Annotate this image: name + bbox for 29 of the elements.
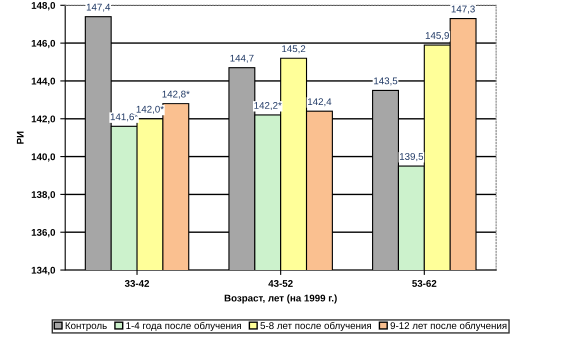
legend-label: 5-8 лет после облучения	[260, 322, 371, 332]
y-tick-label: 146,0	[32, 40, 56, 48]
y-axis-title: РИ	[16, 132, 24, 144]
y-tick-label: 138,0	[32, 191, 56, 200]
y-tick-label: 134,0	[32, 266, 56, 276]
data-label: 142,0*	[136, 106, 164, 114]
y-tick-label: 148,0	[32, 2, 56, 10]
data-label: 139,5	[400, 153, 424, 162]
data-label: 142,8*	[162, 90, 190, 99]
x-tick-label: 33-42	[124, 280, 150, 287]
x-tick-label: 53-62	[412, 280, 436, 287]
legend-label: 1-4 года после облучения	[126, 322, 241, 332]
y-tick-label: 144,0	[32, 78, 56, 86]
x-axis-title: Возраст, лет (на 1999 г.)	[224, 294, 337, 304]
y-tick-label: 140,0	[32, 153, 56, 162]
y-tick-label: 136,0	[32, 228, 56, 238]
data-label: 142,4	[308, 98, 332, 106]
y-tick-label: 142,0	[32, 115, 56, 124]
data-label: 147,4	[86, 4, 110, 12]
legend-label: Контроль	[66, 322, 107, 332]
data-label: 143,5	[374, 77, 398, 86]
data-label: 141,6*	[110, 113, 138, 122]
legend-label: 9-12 лет после облучения	[390, 322, 506, 332]
data-label: 147,3	[452, 6, 475, 14]
data-label: 142,2*	[254, 102, 282, 110]
x-tick-label: 43-52	[268, 280, 293, 287]
data-label: 144,7	[230, 54, 254, 63]
data-label: 145,2	[282, 45, 306, 54]
data-label: 145,9	[426, 32, 449, 40]
